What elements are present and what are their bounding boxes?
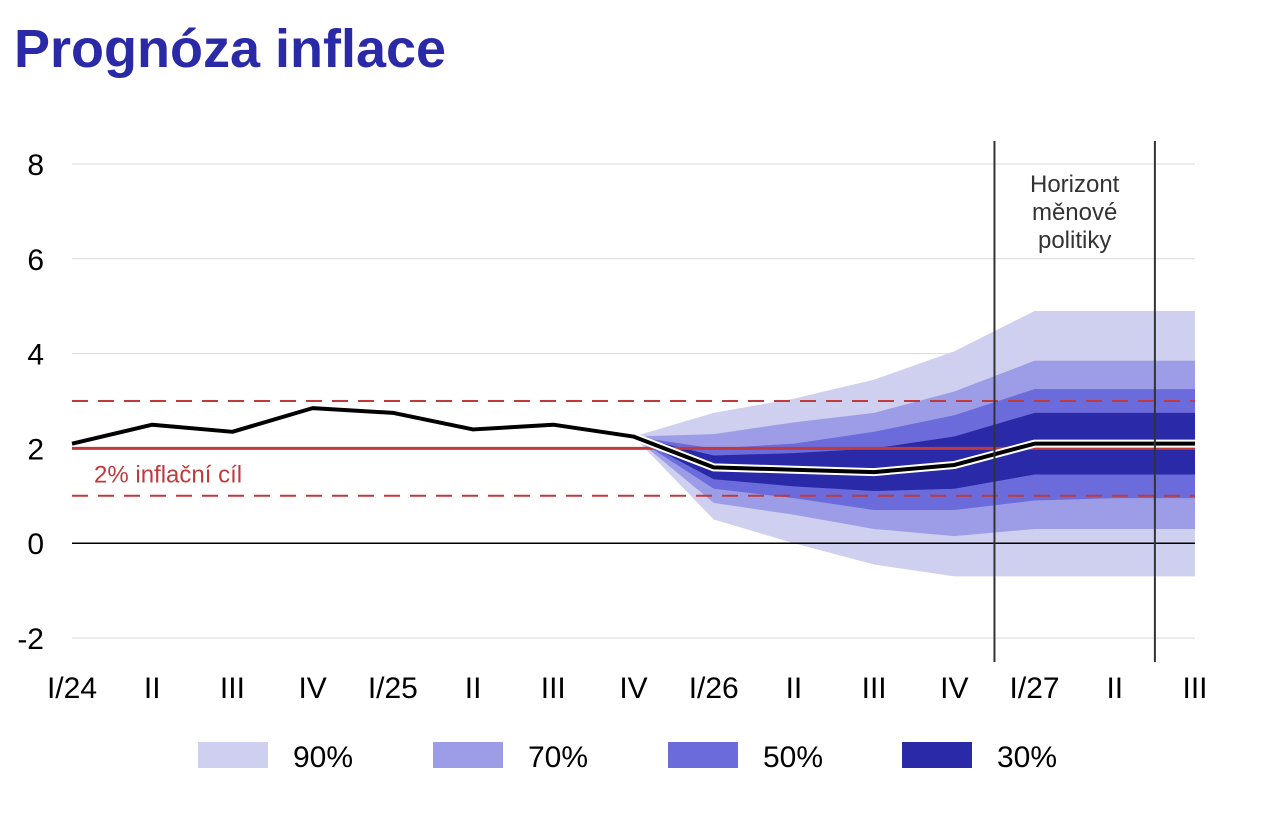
legend-swatch-90pct [198,742,268,768]
y-tick-label: 8 [27,149,44,182]
legend-label: 50% [763,741,823,774]
x-tick-label: II [144,672,161,705]
chart-title: Prognóza inflace [14,19,447,79]
legend-swatch-30pct [902,742,972,768]
x-tick-label: II [465,672,482,705]
legend: 90% 70% 50% 30% [198,741,1057,774]
x-tick-label: III [862,672,887,705]
y-tick-label: 4 [27,339,44,372]
y-tick-label: 0 [27,528,44,561]
x-tick-label: I/26 [689,672,739,705]
legend-swatch-70pct [433,742,503,768]
horizon-label-line: politiky [1038,227,1111,254]
legend-label: 90% [293,741,353,774]
x-tick-label: IV [298,672,326,705]
x-tick-label: I/25 [368,672,418,705]
x-tick-label: II [1106,672,1123,705]
x-tick-label: I/27 [1010,672,1060,705]
inflation-line [71,406,1195,477]
inflation-series [71,406,1195,475]
legend-label: 70% [528,741,588,774]
y-tick-label: 2 [27,433,44,466]
x-tick-label: III [1182,672,1207,705]
x-axis-ticks: I/24 II III IV I/25 II III IV I/26 II III IV I/27 II I… [47,672,1208,705]
y-axis-ticks: -2 0 2 4 6 8 [17,149,44,656]
x-tick-label: II [786,672,803,705]
legend-label: 30% [997,741,1057,774]
x-tick-label: IV [940,672,968,705]
y-tick-label: 6 [27,244,44,277]
horizon-label-line: měnové [1032,199,1117,226]
x-tick-label: IV [619,672,647,705]
target-label: 2% inflační cíl [94,461,242,488]
legend-swatch-50pct [668,742,738,768]
x-tick-label: III [541,672,566,705]
horizon-label-line: Horizont [1030,171,1120,198]
x-tick-label: I/24 [47,672,97,705]
y-tick-label: -2 [17,623,44,656]
x-tick-label: III [220,672,245,705]
